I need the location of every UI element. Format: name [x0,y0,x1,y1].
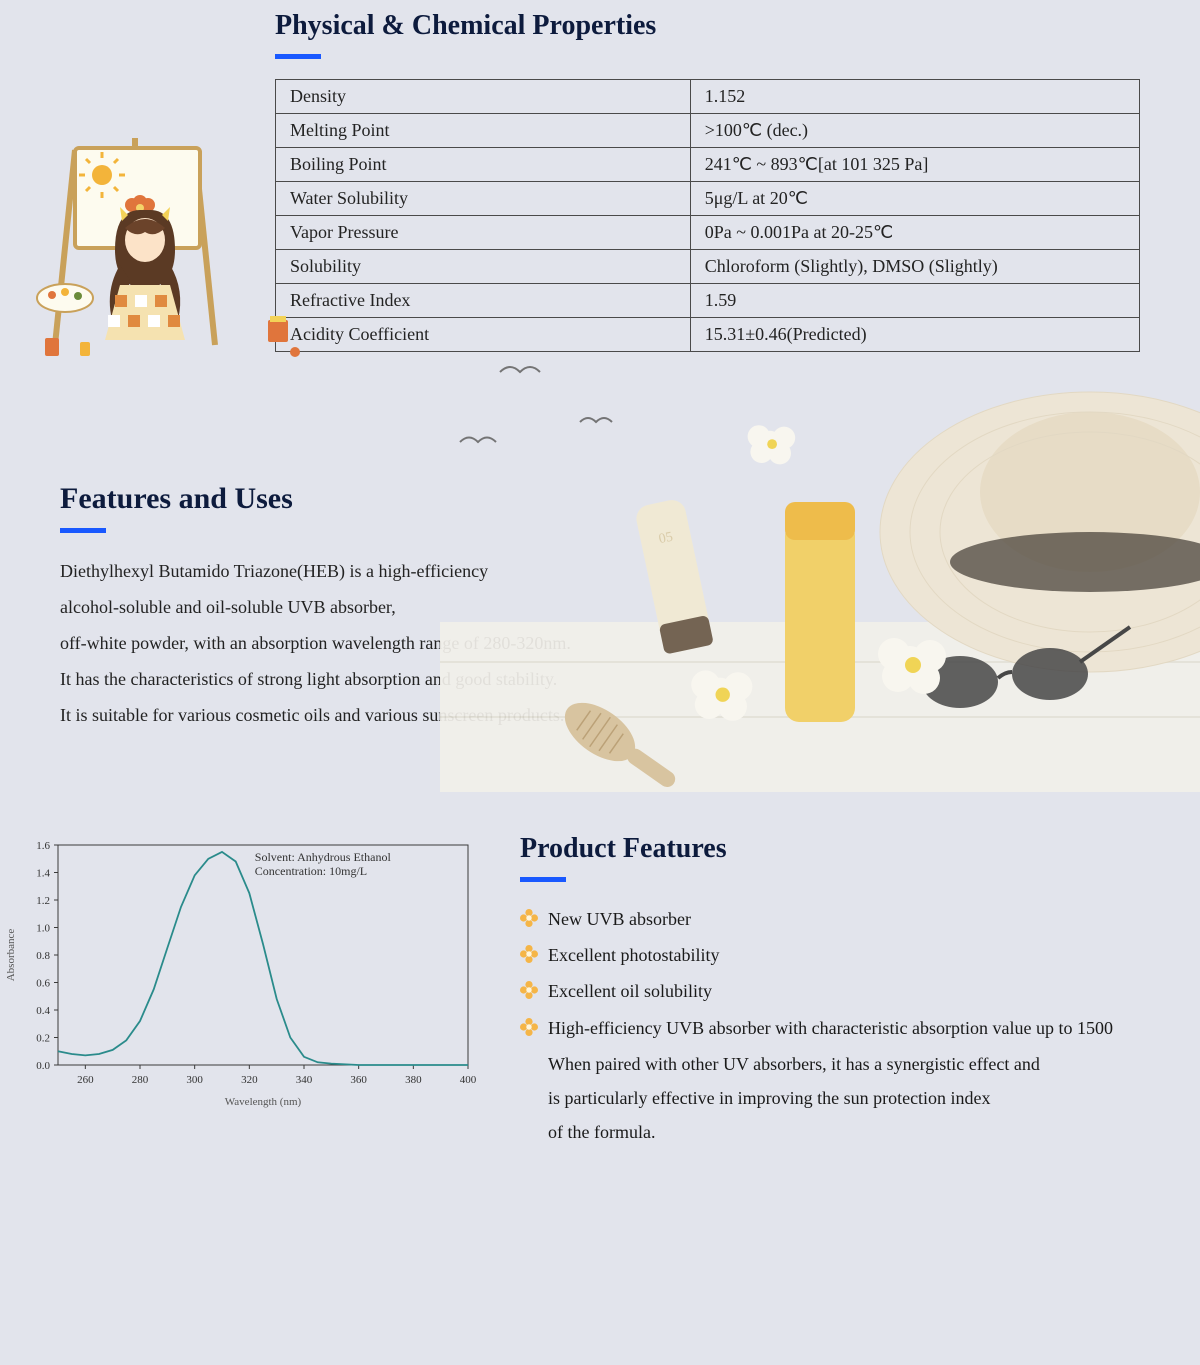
svg-text:340: 340 [296,1074,313,1086]
flower-bullet-icon [520,909,538,927]
svg-text:0.8: 0.8 [36,950,50,962]
svg-text:400: 400 [460,1074,477,1086]
svg-text:0.0: 0.0 [36,1060,50,1072]
absorbance-chart: 0.0 0.2 0.4 0.6 0.8 1.0 1.2 1.4 1.6 260 280 300 320 3… [0,833,480,1118]
table-cell: 15.31±0.46(Predicted) [690,318,1139,352]
table-cell: 241℃ ~ 893℃[at 101 325 Pa] [690,148,1139,182]
table-row: Refractive Index1.59 [276,284,1140,318]
flower-bullet-icon [520,1018,538,1036]
svg-text:0.2: 0.2 [36,1033,50,1045]
flower-bullet-icon [520,981,538,999]
svg-text:Wavelength (nm): Wavelength (nm) [225,1096,302,1108]
table-cell: Refractive Index [276,284,691,318]
table-row: Melting Point>100℃ (dec.) [276,114,1140,148]
section-title: Features and Uses [60,482,1140,516]
svg-text:0.4: 0.4 [36,1005,50,1017]
svg-text:360: 360 [350,1074,367,1086]
svg-text:Concentration: 10mg/L: Concentration: 10mg/L [255,864,367,878]
title-underline [275,54,321,59]
table-cell: 1.59 [690,284,1139,318]
svg-text:1.6: 1.6 [36,840,50,852]
title-underline [520,877,566,882]
table-row: Acidity Coefficient15.31±0.46(Predicted) [276,318,1140,352]
uses-line: It is suitable for various cosmetic oils… [60,697,620,733]
table-cell: Boiling Point [276,148,691,182]
svg-text:300: 300 [186,1074,203,1086]
girl-easel-illustration [20,120,300,370]
feature-item: Excellent photostability [520,938,1140,972]
features-uses-section: 05 [0,392,1200,793]
table-row: Density1.152 [276,80,1140,114]
feature-item: Excellent oil solubility [520,974,1140,1008]
product-features-section: Product Features New UVB absorberExcelle… [520,833,1140,1149]
svg-text:1.2: 1.2 [36,895,50,907]
table-cell: 1.152 [690,80,1139,114]
uses-description: Diethylhexyl Butamido Triazone(HEB) is a… [60,553,1140,733]
svg-text:280: 280 [132,1074,149,1086]
feature-text: New UVB absorber [548,902,1140,936]
svg-text:260: 260 [77,1074,94,1086]
svg-text:0.6: 0.6 [36,978,50,990]
table-cell: Vapor Pressure [276,216,691,250]
feature-text: Excellent oil solubility [548,974,1140,1008]
table-cell: Density [276,80,691,114]
svg-text:Absorbance: Absorbance [5,929,17,982]
feature-list: New UVB absorberExcellent photostability… [520,902,1140,1045]
table-cell: 5μg/L at 20℃ [690,182,1139,216]
svg-text:380: 380 [405,1074,422,1086]
table-row: Vapor Pressure0Pa ~ 0.001Pa at 20-25℃ [276,216,1140,250]
uses-line: alcohol-soluble and oil-soluble UVB abso… [60,589,620,625]
absorbance-line-chart: 0.0 0.2 0.4 0.6 0.8 1.0 1.2 1.4 1.6 260 280 300 320 3… [0,833,480,1113]
table-cell: 0Pa ~ 0.001Pa at 20-25℃ [690,216,1139,250]
table-cell: Acidity Coefficient [276,318,691,352]
feature-item: High-efficiency UVB absorber with charac… [520,1011,1140,1045]
physical-chemical-section: Physical & Chemical Properties Density1.… [0,0,1200,392]
section-title: Physical & Chemical Properties [275,10,1140,42]
table-row: SolubilityChloroform (Slightly), DMSO (S… [276,250,1140,284]
svg-text:1.4: 1.4 [36,868,50,880]
feature-continuation-line: is particularly effective in improving t… [548,1081,1140,1115]
svg-text:05: 05 [657,530,674,548]
bottom-section: 0.0 0.2 0.4 0.6 0.8 1.0 1.2 1.4 1.6 260 280 300 320 3… [0,793,1200,1189]
properties-table: Density1.152Melting Point>100℃ (dec.)Boi… [275,79,1140,352]
feature-continuation: When paired with other UV absorbers, it … [520,1047,1140,1150]
table-cell: Solubility [276,250,691,284]
table-cell: Chloroform (Slightly), DMSO (Slightly) [690,250,1139,284]
feature-text: Excellent photostability [548,938,1140,972]
feature-continuation-line: of the formula. [548,1115,1140,1149]
title-underline [60,528,106,533]
svg-text:320: 320 [241,1074,258,1086]
section-title: Product Features [520,833,1140,865]
feature-text: High-efficiency UVB absorber with charac… [548,1011,1140,1045]
flower-bullet-icon [520,945,538,963]
svg-text:1.0: 1.0 [36,923,50,935]
table-row: Boiling Point241℃ ~ 893℃[at 101 325 Pa] [276,148,1140,182]
uses-line: off-white powder, with an absorption wav… [60,625,620,661]
table-cell: Water Solubility [276,182,691,216]
table-cell: >100℃ (dec.) [690,114,1139,148]
feature-item: New UVB absorber [520,902,1140,936]
svg-text:Solvent: Anhydrous Ethanol: Solvent: Anhydrous Ethanol [255,850,392,864]
uses-line: Diethylhexyl Butamido Triazone(HEB) is a… [60,553,620,589]
uses-line: It has the characteristics of strong lig… [60,661,620,697]
feature-continuation-line: When paired with other UV absorbers, it … [548,1047,1140,1081]
table-cell: Melting Point [276,114,691,148]
table-row: Water Solubility5μg/L at 20℃ [276,182,1140,216]
